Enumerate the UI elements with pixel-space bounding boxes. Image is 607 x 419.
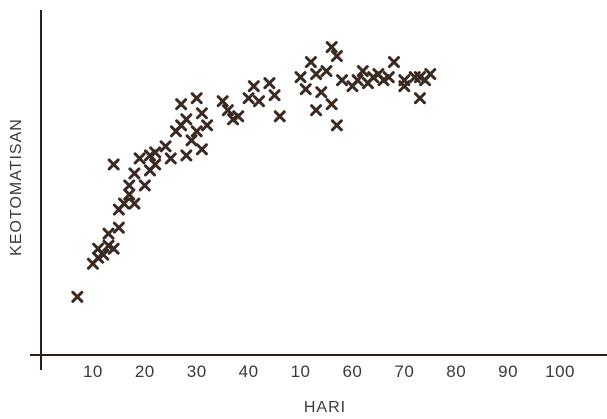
data-point	[102, 227, 115, 240]
data-point	[377, 74, 390, 87]
data-point	[367, 71, 380, 84]
data-point	[92, 251, 105, 264]
data-point	[71, 290, 84, 303]
x-tick-label: 10	[291, 362, 311, 381]
data-point	[227, 113, 240, 126]
data-point	[310, 104, 323, 117]
data-point	[253, 95, 265, 108]
data-point	[336, 74, 349, 87]
data-point	[330, 119, 343, 132]
data-point	[201, 119, 214, 132]
y-axis-title: KEOTOMATISAN	[8, 118, 25, 256]
data-point	[123, 188, 136, 201]
data-point	[144, 149, 156, 162]
x-tick-label: 80	[446, 362, 466, 381]
data-point	[190, 125, 203, 138]
data-point	[351, 74, 364, 87]
data-point	[242, 92, 255, 105]
data-point	[304, 56, 317, 69]
data-point	[149, 146, 162, 159]
data-point	[102, 239, 115, 252]
data-point	[413, 71, 426, 84]
data-point	[128, 197, 141, 210]
data-point	[268, 89, 281, 102]
data-point	[138, 179, 151, 192]
data-point	[273, 110, 286, 123]
data-point	[387, 56, 400, 69]
data-point	[164, 152, 177, 165]
data-point	[107, 242, 120, 255]
x-tick-label: 40	[239, 362, 259, 381]
data-point	[263, 77, 276, 90]
data-point	[149, 158, 162, 171]
data-point	[221, 104, 234, 117]
x-tick-label: 30	[187, 362, 207, 381]
data-point	[315, 86, 328, 99]
data-point	[310, 68, 323, 81]
data-point	[216, 95, 229, 108]
data-point	[413, 92, 426, 105]
data-point	[247, 80, 260, 93]
x-tick-label: 90	[498, 362, 518, 381]
data-point	[325, 41, 338, 54]
x-tick-label: 60	[342, 362, 362, 381]
data-point	[330, 50, 343, 63]
data-point	[185, 134, 198, 147]
data-point	[180, 113, 193, 126]
data-point	[382, 71, 395, 84]
x-axis-title: HARI	[304, 399, 346, 416]
data-point	[97, 248, 110, 261]
data-points	[71, 41, 437, 303]
x-tick-label: 20	[135, 362, 155, 381]
x-tick-label: 70	[394, 362, 414, 381]
data-point	[294, 71, 307, 84]
data-point	[123, 179, 136, 192]
data-point	[424, 68, 437, 81]
data-point	[175, 98, 188, 111]
data-point	[195, 143, 208, 156]
x-tick-labels: 10 20 30 40 10 60 70 80 90 100	[83, 362, 575, 381]
data-point	[299, 83, 312, 96]
data-point	[112, 221, 125, 234]
data-point	[320, 65, 333, 78]
data-point	[190, 92, 203, 105]
data-point	[118, 197, 131, 210]
data-point	[159, 140, 172, 153]
data-point	[325, 98, 338, 111]
x-tick-label: 10	[83, 362, 103, 381]
data-point	[356, 65, 369, 78]
data-point	[398, 80, 411, 93]
x-tick-label: 100	[545, 362, 575, 381]
data-point	[195, 107, 208, 120]
data-point	[107, 158, 120, 171]
data-point	[232, 110, 245, 123]
data-point	[133, 152, 146, 165]
data-point	[180, 149, 193, 162]
data-point	[128, 167, 141, 180]
